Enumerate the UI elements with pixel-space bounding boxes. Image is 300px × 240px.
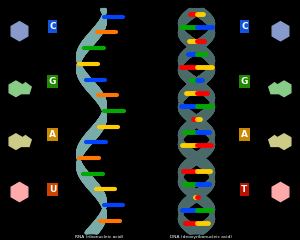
Polygon shape [11,182,28,202]
Polygon shape [20,136,31,146]
Text: A: A [49,130,56,139]
Polygon shape [277,81,291,96]
Text: T: T [242,185,248,194]
Polygon shape [272,182,289,202]
Polygon shape [269,136,280,146]
Polygon shape [11,22,28,41]
Polygon shape [269,83,280,94]
Polygon shape [272,22,289,41]
Polygon shape [20,83,31,94]
Text: A: A [241,130,248,139]
Text: G: G [241,77,248,86]
Text: RNA (ribonucleic acid): RNA (ribonucleic acid) [75,235,123,239]
Text: U: U [49,185,56,194]
Text: G: G [49,77,56,86]
Polygon shape [9,134,23,149]
Text: C: C [49,22,56,31]
Polygon shape [9,81,23,96]
Text: DNA (deoxyribonucleic acid): DNA (deoxyribonucleic acid) [170,235,232,239]
Polygon shape [277,134,291,149]
Text: C: C [241,22,248,31]
